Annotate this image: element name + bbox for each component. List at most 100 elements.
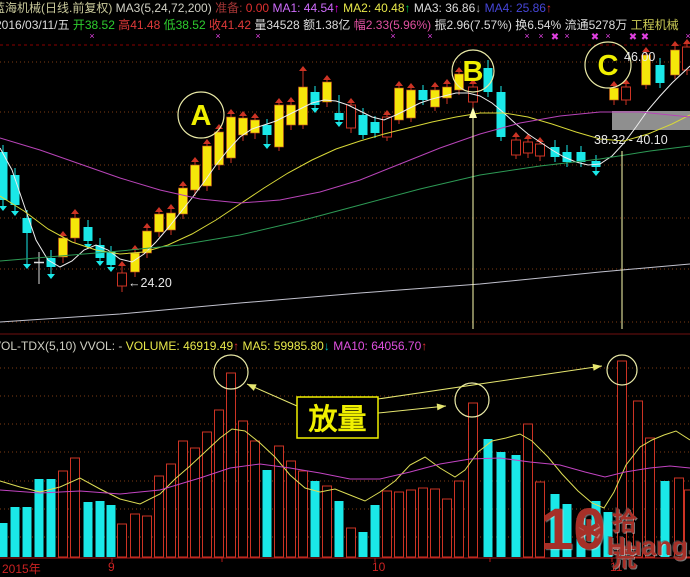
- candle-up: [609, 87, 619, 101]
- annotation-circle-A: [177, 91, 225, 139]
- candle-up: [286, 104, 296, 126]
- volume-bar-down: [591, 501, 601, 557]
- ma-line-MA120: [0, 145, 690, 262]
- wick-cap-down: [107, 267, 115, 272]
- volume-bar-up: [70, 457, 80, 558]
- candle-up: [214, 131, 224, 166]
- header-segment: VVOL: -: [79, 339, 126, 353]
- wick-cap-down: [592, 171, 600, 176]
- annotation-letter-B: B: [463, 56, 484, 88]
- ma-line-MA5: [0, 65, 690, 268]
- wick-cap-up: [227, 109, 235, 114]
- header-segment: 额1.38亿: [303, 18, 354, 32]
- wick-cap-up: [203, 139, 211, 144]
- wick-cap-up: [239, 111, 247, 116]
- volume-bar-up: [238, 420, 248, 558]
- wick-cap-down: [0, 206, 7, 211]
- volume-bar-up: [190, 447, 200, 558]
- wick-cap-up: [610, 81, 618, 86]
- signal-x-mark: ×: [538, 31, 543, 41]
- wick-cap-up: [215, 124, 223, 129]
- candle-up-hollow: [682, 46, 690, 71]
- volume-bar-up: [617, 360, 627, 558]
- wick-cap-up: [131, 245, 139, 250]
- signal-x-mark: ×: [89, 31, 94, 41]
- callout-arrowhead: [592, 363, 602, 371]
- volume-ma-line-VMA5: [0, 428, 690, 509]
- header-segment: 高41.48: [118, 18, 164, 32]
- header-segment: ↑: [333, 1, 340, 15]
- candle-up-hollow: [346, 104, 356, 129]
- candle-down: [655, 65, 665, 83]
- callout-arrow: [377, 365, 603, 400]
- price-label: ←24.20: [128, 276, 172, 290]
- wick-cap-up: [299, 66, 307, 71]
- volume-bar-up: [406, 489, 416, 558]
- wick-cap-up: [71, 209, 79, 214]
- header-segment: 2016/03/11/五: [0, 18, 73, 32]
- candle-down: [358, 115, 368, 135]
- ma-line-MA200: [0, 263, 690, 323]
- volume-highlight-circle: [606, 354, 638, 386]
- annotation-letter-C: C: [598, 50, 619, 82]
- signal-x-mark: ×: [605, 31, 610, 41]
- annotation-circle-B: [451, 49, 495, 93]
- volume-bar-down: [95, 501, 105, 557]
- volume-bar-down: [496, 452, 506, 557]
- price-band: [612, 111, 690, 130]
- candle-down: [310, 92, 320, 105]
- candle-up: [442, 86, 452, 99]
- volume-bar-up: [274, 445, 284, 558]
- wick-cap-up: [671, 41, 679, 46]
- volume-bar-up: [684, 489, 690, 558]
- candle-down: [46, 258, 56, 267]
- signal-x-mark: ×: [524, 31, 529, 41]
- wick-cap-down: [84, 244, 92, 249]
- volume-indicator-header: VOL-TDX(5,10) VVOL: - VOLUME: 46919.49↑ …: [0, 339, 427, 354]
- volume-bar-down: [483, 439, 493, 557]
- signal-x-mark: ×: [255, 31, 260, 41]
- wick-cap-up: [455, 67, 463, 72]
- wick-cap-up: [524, 134, 532, 139]
- volume-bar-up: [250, 440, 260, 558]
- volume-bar-up: [117, 523, 127, 558]
- volume-bar-up: [178, 440, 188, 558]
- volume-bar-down: [310, 481, 320, 557]
- wick-cap-down: [96, 261, 104, 266]
- candle-up: [178, 187, 188, 215]
- volume-bar-up: [226, 372, 236, 558]
- candle-up-hollow: [523, 141, 533, 154]
- volume-bar-down: [550, 494, 560, 557]
- candle-down: [483, 68, 493, 92]
- candle-down: [334, 113, 344, 120]
- volume-bar-down: [22, 507, 32, 557]
- header-segment: MA2: 40.48: [339, 1, 405, 15]
- candle-up: [670, 49, 680, 76]
- signal-x-mark: ×: [685, 31, 690, 41]
- wick-cap-up: [59, 231, 67, 236]
- candle-down: [0, 152, 8, 200]
- signal-x-mark: ×: [390, 31, 395, 41]
- wick-cap-up: [383, 110, 391, 115]
- header-segment: ↑: [421, 339, 428, 353]
- volume-bar-down: [562, 504, 572, 557]
- header-segment: 开38.52: [72, 18, 119, 32]
- candle-up: [202, 145, 212, 187]
- volume-bar-up: [142, 515, 152, 558]
- header-segment: 换6.54%: [515, 18, 565, 32]
- wick-cap-down: [335, 122, 343, 127]
- volume-bar-up: [442, 498, 452, 558]
- volume-bar-up: [166, 463, 176, 558]
- price-label: 46.00: [624, 50, 655, 64]
- header-segment: 幅2.33(5.96%): [353, 18, 435, 32]
- candle-up: [166, 212, 176, 231]
- wick-cap-up: [323, 75, 331, 80]
- wick-cap-up: [275, 98, 283, 103]
- header-segment: 0.00: [245, 1, 270, 15]
- volume-bar-down: [46, 479, 56, 557]
- candle-down: [83, 227, 93, 241]
- candle-up-hollow: [382, 116, 392, 138]
- header-segment: MA1: 44.54: [269, 1, 334, 15]
